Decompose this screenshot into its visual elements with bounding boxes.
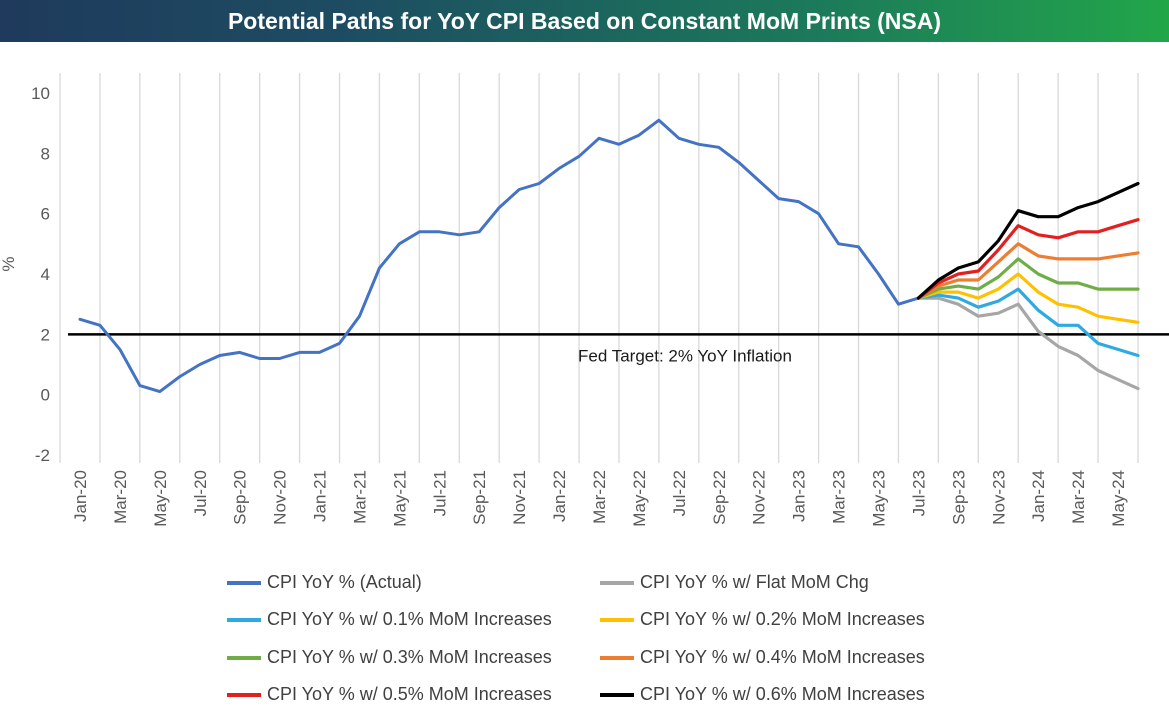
grid-lines <box>59 73 1139 463</box>
series-line <box>916 218 1140 300</box>
x-tick-label: Jan-22 <box>550 470 569 522</box>
x-tick-label: Jan-20 <box>71 470 90 522</box>
y-axis-label: % <box>0 256 18 271</box>
reference-line-group: Fed Target: 2% YoY Inflation <box>68 333 1169 365</box>
x-tick-label: Mar-22 <box>590 470 609 524</box>
series-line <box>916 272 1140 324</box>
x-tick-label: Mar-24 <box>1069 470 1088 524</box>
x-tick-label: Jan-23 <box>790 470 809 522</box>
y-tick-label: 6 <box>41 205 50 224</box>
series-line <box>916 242 1140 300</box>
series-line <box>916 181 1140 300</box>
x-tick-label: Jul-23 <box>909 470 928 516</box>
y-tick-label: 0 <box>41 386 50 405</box>
x-tick-label: Nov-23 <box>989 470 1008 525</box>
x-tick-label: Sep-21 <box>470 470 489 525</box>
y-tick-label: -2 <box>35 446 50 465</box>
series-line <box>916 257 1140 300</box>
series-line <box>916 296 1140 391</box>
x-tick-label: Mar-23 <box>830 470 849 524</box>
x-tick-label: Nov-21 <box>510 470 529 525</box>
x-tick-label: Sep-23 <box>949 470 968 525</box>
x-tick-label: Nov-20 <box>271 470 290 525</box>
x-tick-label: May-21 <box>390 470 409 527</box>
series-lines <box>78 118 1140 394</box>
y-tick-label: 4 <box>41 265 50 284</box>
x-tick-label: May-22 <box>630 470 649 527</box>
y-tick-label: 2 <box>41 325 50 344</box>
x-tick-label: Mar-21 <box>350 470 369 524</box>
fed-target-label: Fed Target: 2% YoY Inflation <box>578 346 792 365</box>
x-tick-label: Sep-22 <box>710 470 729 525</box>
x-tick-label: Sep-20 <box>231 470 250 525</box>
x-tick-label: Mar-20 <box>111 470 130 524</box>
x-tick-label: Jul-22 <box>670 470 689 516</box>
axes: -2 0 2 4 6 8 10% Jan-20 Mar-20 May-20 Jul-20 Sep-20… <box>0 84 1128 527</box>
x-tick-label: May-20 <box>151 470 170 527</box>
x-tick-label: Nov-22 <box>750 470 769 525</box>
y-tick-label: 8 <box>41 144 50 163</box>
x-tick-label: Jul-20 <box>191 470 210 516</box>
chart-title: Potential Paths for YoY CPI Based on Con… <box>0 0 1169 42</box>
chart: -2 0 2 4 6 8 10% Jan-20 Mar-20 May-20 Jul-20 Sep-20… <box>0 73 1169 527</box>
series-line <box>916 287 1140 358</box>
y-tick-label: 10 <box>31 84 50 103</box>
x-tick-label: May-23 <box>869 470 888 527</box>
x-tick-label: Jan-21 <box>311 470 330 522</box>
x-tick-label: Jan-24 <box>1029 470 1048 522</box>
x-tick-label: May-24 <box>1109 470 1128 527</box>
x-tick-label: Jul-21 <box>430 470 449 516</box>
series-line <box>78 118 920 394</box>
